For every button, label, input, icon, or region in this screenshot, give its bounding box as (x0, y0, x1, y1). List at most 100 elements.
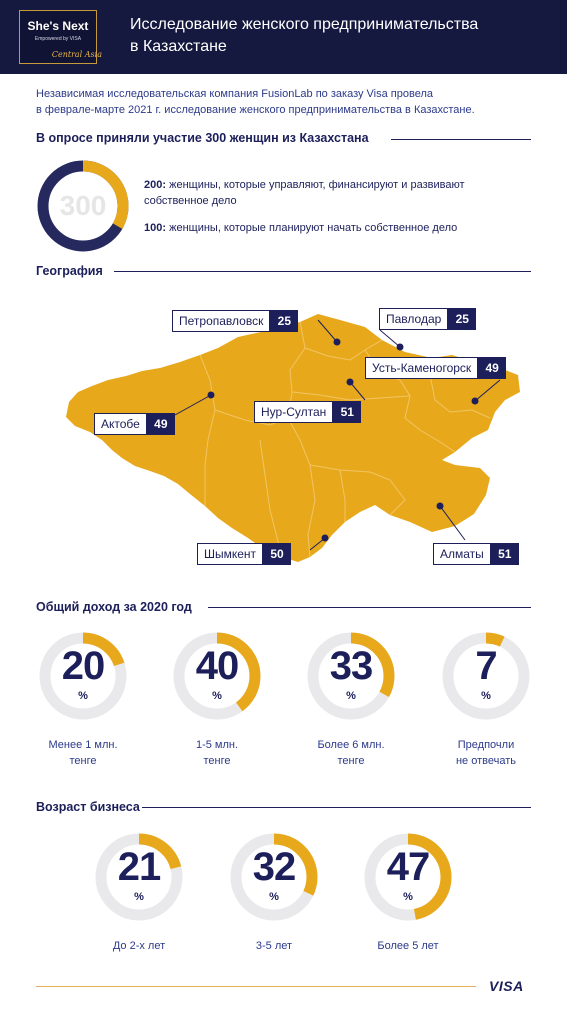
ring-face (185, 644, 249, 708)
city-label-almaty: Алматы 51 (433, 543, 519, 565)
ring-arc-group2 (37, 160, 129, 252)
business_age-ring-unit: % (403, 891, 413, 903)
intro-line1: Независимая исследовательская компания F… (36, 88, 433, 100)
kazakhstan-shape (66, 314, 520, 562)
city-name: Петропавловск (172, 310, 271, 332)
income-ring-unit: % (212, 690, 222, 702)
page-title: Исследование женского предпринимательств… (130, 14, 550, 58)
income-ring-unit: % (481, 690, 491, 702)
intro-text: Независимая исследовательская компания F… (36, 86, 536, 118)
city-value: 50 (263, 543, 292, 565)
city-value: 25 (448, 308, 477, 330)
income-ring (39, 632, 127, 720)
section-divider (391, 139, 531, 140)
footer-divider (36, 986, 476, 987)
region-border (259, 439, 283, 558)
city-label-aktobe: Актобе 49 (94, 413, 175, 435)
group1-row: 200: женщины, которые управляют, финанси… (144, 177, 484, 209)
page-title-line1: Исследование женского предпринимательств… (130, 16, 479, 33)
income-ring (442, 632, 530, 720)
ring-face (319, 644, 383, 708)
group2-text: женщины, которые планируют начать собств… (166, 222, 458, 234)
business_age-ring (364, 833, 452, 921)
income-caption-line1: Менее 1 млн. (48, 739, 118, 751)
city-label-nur-sultan: Нур-Султан 51 (254, 401, 362, 423)
city-label-shymkent: Шымкент 50 (197, 543, 292, 565)
ring-face (376, 845, 440, 909)
ring-arc (364, 833, 452, 921)
ring-arc (307, 632, 395, 720)
income-ring-number: 40 (195, 644, 240, 688)
participants-title: В опросе приняли участие 300 женщин из К… (36, 131, 369, 145)
city-value: 51 (490, 543, 519, 565)
region-border (199, 354, 216, 506)
business_age-ring-unit: % (134, 891, 144, 903)
ring-face (51, 644, 115, 708)
income-caption-line1: Более 6 млн. (317, 739, 385, 751)
income-title: Общий доход за 2020 год (36, 600, 192, 614)
shes-next-logo: She's Next Empowered by VISA Central Asi… (19, 10, 102, 64)
income-caption-line1: Предпочли (457, 739, 515, 751)
ring-arc (230, 833, 318, 921)
income-caption: Менее 1 млн. тенге (23, 737, 143, 769)
income-caption: Более 6 млн. тенге (291, 737, 411, 769)
city-value: 49 (478, 357, 507, 379)
participants-ring (37, 160, 129, 252)
income-ring (173, 632, 261, 720)
income-ring-number: 33 (329, 644, 374, 688)
ring-arc (95, 833, 183, 921)
city-label-petropavlovsk: Петропавловск 25 (172, 310, 299, 332)
section-divider (208, 607, 531, 608)
group2-row: 100: женщины, которые планируют начать с… (144, 220, 484, 236)
participants-total: 300 (59, 190, 107, 221)
ring-face (242, 845, 306, 909)
leader-line (174, 394, 212, 416)
income-caption-line2: тенге (203, 755, 231, 767)
ring-arc (39, 632, 127, 720)
city-name: Актобе (94, 413, 147, 435)
region-border (429, 374, 491, 419)
city-name: Нур-Султан (254, 401, 334, 423)
income-caption-line2: не отвечать (455, 755, 516, 767)
leader-line (309, 537, 326, 551)
income-caption-line1: 1-5 млн. (195, 739, 239, 751)
city-value: 49 (146, 413, 175, 435)
leader-line (379, 329, 401, 348)
ring-arc (442, 632, 530, 720)
income-caption: Предпочли не отвечать (426, 737, 546, 769)
geography-title: География (36, 264, 103, 278)
group1-text-a: женщины, которые управляют, финансируют … (166, 179, 465, 191)
income-ring-number: 20 (61, 644, 106, 688)
city-name: Шымкент (197, 543, 264, 565)
header-bar: She's Next Empowered by VISA Central Asi… (0, 0, 567, 74)
visa-logo: VISA (489, 978, 524, 994)
region-border (339, 469, 346, 522)
business_age-ring-number: 47 (386, 845, 431, 889)
business_age-ring (95, 833, 183, 921)
region-border (287, 347, 316, 558)
logo-title: She's Next (27, 19, 89, 33)
city-label-pavlodar: Павлодар 25 (379, 308, 477, 330)
income-caption-line2: тенге (69, 755, 97, 767)
business_age-caption: До 2-х лет (79, 938, 199, 954)
leader-line (317, 319, 338, 343)
city-value: 51 (333, 401, 362, 423)
page-title-line2: в Казахстане (130, 38, 227, 55)
business_age-caption-line1: Более 5 лет (377, 940, 439, 952)
leader-line (439, 505, 466, 541)
income-ring-number: 7 (475, 644, 497, 688)
logo-subtitle: Empowered by VISA (34, 36, 82, 42)
business_age-caption: 3-5 лет (214, 938, 334, 954)
business_age-ring-unit: % (269, 891, 279, 903)
section-divider (114, 271, 531, 272)
city-leader-lines (174, 319, 501, 551)
section-divider (142, 807, 531, 808)
city-label-ust-kamenogorsk: Усть-Каменогорск 49 (365, 357, 507, 379)
income-ring-unit: % (78, 690, 88, 702)
ring-face (454, 644, 518, 708)
kazakhstan-map (66, 314, 520, 562)
ring-face (107, 845, 171, 909)
leader-line (474, 379, 501, 402)
group2-number: 100: (144, 222, 167, 234)
income-caption-line2: тенге (337, 755, 365, 767)
